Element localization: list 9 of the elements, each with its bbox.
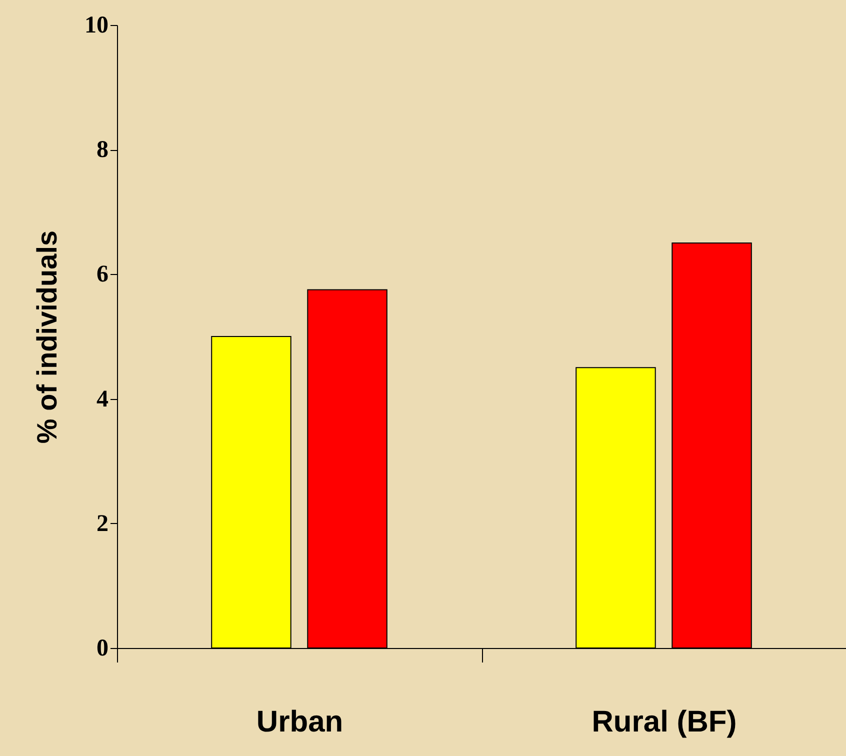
x-tick-label: Rural (BF) xyxy=(592,706,737,738)
x-tick-label: Urban xyxy=(256,706,344,738)
y-tick-label: 10 xyxy=(84,12,108,38)
y-tick-label: 6 xyxy=(96,262,108,288)
y-tick-label: 8 xyxy=(96,137,108,164)
y-tick-label: 4 xyxy=(96,386,108,412)
y-tick-label: 0 xyxy=(96,636,108,662)
y-axis-title: % of individuals xyxy=(32,230,62,444)
y-tick-label: 2 xyxy=(96,510,108,537)
